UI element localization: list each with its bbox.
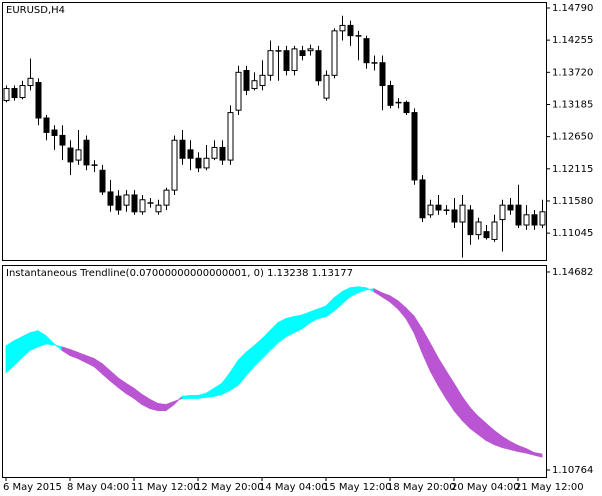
candle-body (75, 149, 82, 161)
candle-body (99, 169, 106, 193)
candle-body (507, 204, 514, 211)
candle-body (243, 70, 250, 91)
x-tick-label: 12 May 20:00 (195, 482, 264, 493)
candle-body (179, 139, 186, 159)
candle-body (171, 139, 178, 191)
candle-body (355, 35, 362, 37)
y-tick-label: 1.11580 (552, 196, 593, 207)
candle-body (459, 204, 466, 223)
candle-body (11, 88, 18, 99)
candle-body (491, 221, 498, 240)
candle-body (371, 62, 378, 64)
x-tick-label: 15 May 12:00 (323, 482, 392, 493)
x-tick-label: 20 May 04:00 (451, 482, 520, 493)
candle-body (107, 191, 114, 206)
candle-body (435, 204, 442, 211)
candle-body (515, 204, 522, 226)
indicator-plot (5, 286, 543, 458)
price-plot (3, 15, 546, 258)
y-tick-label: 1.13720 (552, 67, 593, 78)
candle-body (411, 112, 418, 181)
candle-body (3, 88, 10, 102)
trend-band (533, 452, 543, 458)
y-tick-label: 1.14790 (552, 3, 593, 14)
candle-body (251, 80, 258, 90)
candle-body (147, 202, 154, 204)
candle-body (315, 50, 322, 82)
candle-body (379, 62, 386, 87)
candle-body (339, 24, 346, 32)
candle-body (91, 164, 98, 166)
y-tick-label: 1.13185 (552, 99, 593, 110)
candle-body (531, 214, 538, 226)
candle-body (483, 231, 490, 239)
candle-body (363, 38, 370, 64)
candle-body (291, 48, 298, 72)
candle-body (43, 117, 50, 133)
y-tick-label: 1.12115 (552, 164, 593, 175)
y-tick-label: 1.14682 (552, 267, 593, 278)
candle-body (275, 50, 282, 52)
candle-body (451, 209, 458, 223)
candle-body (227, 112, 234, 161)
candle-body (131, 194, 138, 213)
candle-body (19, 85, 26, 99)
candle-body (467, 209, 474, 236)
candle-body (347, 24, 354, 37)
candle-body (115, 195, 122, 211)
candle-body (83, 139, 90, 166)
candle-body (67, 147, 74, 163)
candle-body (155, 204, 162, 213)
candle-body (427, 204, 434, 216)
candle-body (163, 189, 170, 206)
candle-body (219, 146, 226, 161)
x-tick-label: 14 May 04:00 (259, 482, 328, 493)
candle-body (51, 129, 58, 136)
candle-body (139, 199, 146, 213)
candle-body (539, 211, 546, 226)
candle-body (499, 204, 506, 221)
candle-body (35, 82, 42, 119)
candle-body (299, 50, 306, 56)
trend-band (29, 330, 39, 352)
candle-body (59, 134, 66, 146)
candle-body (419, 179, 426, 219)
y-tick-label: 1.12650 (552, 132, 593, 143)
candle-body (187, 149, 194, 159)
x-tick-label: 8 May 04:00 (67, 482, 129, 493)
candle-body (403, 101, 410, 114)
candle-body (267, 50, 274, 76)
candle-body (475, 221, 482, 236)
candle-body (395, 101, 402, 104)
indicator-panel (2, 265, 547, 478)
indicator-title: Instantaneous Trendline(0.07000000000000… (6, 268, 353, 279)
candle-body (27, 77, 34, 87)
trend-band (189, 395, 199, 399)
candle-body (123, 194, 130, 206)
x-tick-label: 11 May 12:00 (131, 482, 200, 493)
candle-body (203, 157, 210, 169)
x-tick-label: 18 May 20:00 (387, 482, 456, 493)
candle-body (235, 71, 242, 111)
chart-title: EURUSD,H4 (6, 5, 65, 16)
y-tick-label: 1.14255 (552, 35, 593, 46)
candle-body (195, 157, 202, 169)
y-tick-label: 1.10764 (552, 465, 593, 476)
x-tick-label: 21 May 12:00 (515, 482, 584, 493)
trend-band (157, 403, 167, 411)
x-tick-label: 6 May 2015 (3, 482, 62, 493)
candle-body (211, 146, 218, 159)
candle-body (283, 50, 290, 72)
candle-body (331, 30, 338, 76)
candle-body (523, 214, 530, 226)
candle-body (259, 74, 266, 87)
candle-body (387, 85, 394, 106)
candle-body (307, 48, 314, 52)
candle-body (443, 209, 450, 211)
candle-body (323, 74, 330, 99)
trend-band (285, 316, 295, 338)
y-tick-label: 1.11045 (552, 228, 593, 239)
